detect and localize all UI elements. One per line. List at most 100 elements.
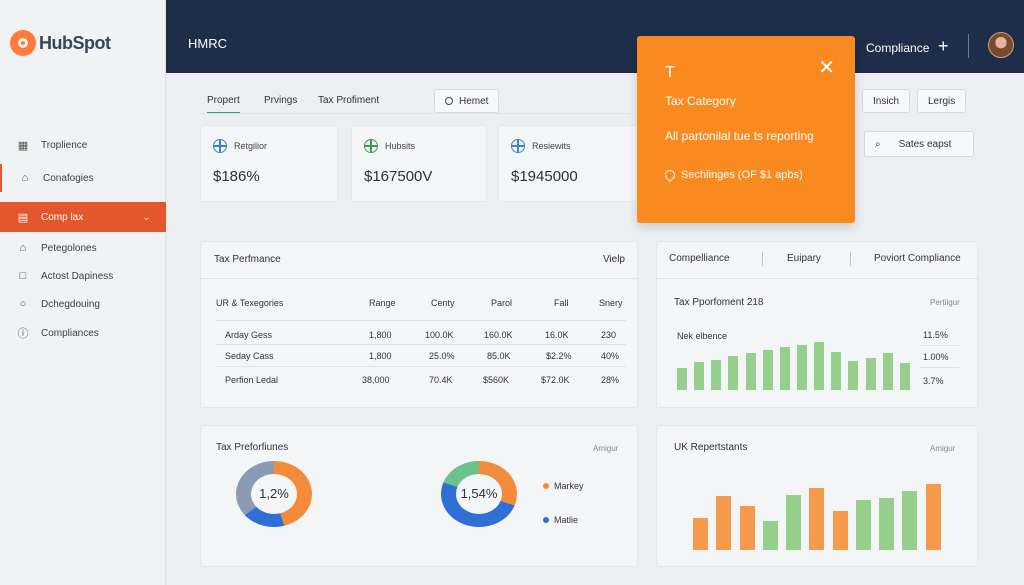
kpi-value: $167500V: [364, 168, 433, 185]
uk-bar: [809, 488, 824, 550]
tab-propert[interactable]: Propert: [207, 95, 240, 114]
panel-title: Tax Preforfiunes: [216, 442, 289, 453]
divider: [201, 278, 639, 279]
table-cell: Seday Cass: [225, 351, 274, 361]
divider: [657, 278, 979, 279]
sidebar-item-petegolones[interactable]: ⌂ Petegolones: [0, 234, 166, 262]
sidebar-item-label: Dchegdouing: [41, 298, 100, 310]
globe-icon: [213, 139, 227, 153]
uk-bar: [786, 495, 801, 550]
uk-bar: [693, 518, 708, 550]
sidebar-item-troplience[interactable]: ▦ Troplience: [0, 131, 166, 159]
sidebar-item-label: Compliances: [41, 327, 99, 339]
hemet-label: Hemet: [459, 95, 489, 107]
legend-dot: [543, 483, 549, 489]
compliance-bar: [746, 353, 756, 390]
table-cell: 100.0K: [425, 330, 454, 340]
table-cell: Arday Gess: [225, 330, 273, 340]
table-cell: 16.0K: [545, 330, 569, 340]
table-title: Tax Perfmance: [214, 254, 281, 265]
hubspot-logo[interactable]: HubSpot: [10, 30, 111, 56]
donut-hole: [251, 474, 297, 514]
donut-hole: [456, 474, 502, 514]
kpi-label-row: Resiewits: [511, 139, 571, 153]
kpi-value: $186%: [213, 168, 260, 185]
divider: [216, 344, 626, 345]
close-icon[interactable]: ✕: [818, 57, 835, 79]
tax-category-popup: T ✕ Tax Category All partonilal tue ts r…: [637, 36, 855, 223]
column-header[interactable]: Parol: [491, 298, 513, 308]
stat-value: 1.00%: [923, 352, 949, 362]
popup-location-label: Sechlinges (OF $1 apbs): [681, 169, 803, 181]
table-cell: 70.4K: [429, 375, 453, 385]
table-cell: Perfion Ledal: [225, 375, 279, 385]
uk-bar: [716, 496, 731, 550]
compliance-bar: [677, 368, 687, 390]
sidebar: HubSpot ▦ Troplience ⌂ Conafogies ▤ Comp…: [0, 0, 166, 585]
globe-icon: [364, 139, 378, 153]
tab-euipary[interactable]: Euipary: [787, 253, 821, 264]
lock-icon: □: [19, 270, 27, 282]
column-header[interactable]: Range: [369, 298, 396, 308]
sidebar-item-dchegdouing[interactable]: ○ Dchegdouing: [0, 290, 166, 318]
sidebar-item-compliances[interactable]: ⓘ Compliances: [0, 319, 166, 347]
divider: [919, 367, 959, 368]
compliance-bar: [831, 352, 841, 390]
uk-bar-chart: [693, 466, 949, 550]
kpi-label-row: Retgilior: [213, 139, 267, 153]
tax-performance-card: Tax Perfmance Vielp UR & Texegories Rang…: [200, 241, 639, 408]
kpi-card-hubsits[interactable]: Hubsits $167500V: [351, 125, 487, 202]
insich-button[interactable]: Insich: [862, 89, 911, 113]
uk-bar: [740, 506, 755, 550]
table-cell: 85.0K: [487, 351, 511, 361]
header-divider: [968, 34, 969, 58]
help-link[interactable]: Vielp: [602, 254, 625, 265]
popup-description: All partonilal tue ts reporting: [665, 129, 814, 143]
donut-label: 1,2%: [259, 486, 289, 501]
bank-icon: ⌂: [19, 242, 27, 254]
tab-prvings[interactable]: Prvings: [264, 95, 298, 106]
popup-location[interactable]: Sechlinges (OF $1 apbs): [662, 167, 803, 183]
kpi-card-resiewits[interactable]: Resiewits $1945000: [498, 125, 638, 202]
sidebar-item-label: Comp lax: [41, 211, 84, 223]
donut-label: 1,54%: [460, 486, 498, 501]
table-cell: 28%: [601, 375, 620, 385]
column-header[interactable]: Snery: [599, 298, 623, 308]
compliance-bar: [694, 362, 704, 390]
uk-repertstants-card: UK Repertstants Amigur: [656, 425, 978, 567]
compliance-menu[interactable]: Compliance: [866, 41, 930, 55]
legend-dot: [543, 517, 549, 523]
avatar[interactable]: [988, 32, 1014, 58]
hemet-button[interactable]: Hemet: [434, 89, 500, 113]
sidebar-item-actost-dapiness[interactable]: □ Actost Dapiness: [0, 262, 166, 290]
sates-eapst-search[interactable]: ⌕ Sates eapst: [864, 131, 974, 157]
sidebar-item-label: Petegolones: [41, 242, 97, 254]
tabs-underline: [200, 113, 630, 114]
top-header: HMRC Compliance +: [166, 0, 1024, 73]
column-header[interactable]: UR & Texegories: [216, 298, 284, 308]
divider: [919, 345, 959, 346]
column-header[interactable]: Fall: [554, 298, 569, 308]
divider: [850, 252, 851, 266]
column-header[interactable]: Centy: [431, 298, 455, 308]
tab-tax-profiment[interactable]: Tax Profiment: [318, 95, 380, 106]
chat-icon: ○: [19, 298, 27, 310]
add-button[interactable]: +: [938, 36, 949, 56]
legend-label: Markey: [554, 481, 584, 491]
compliance-bar: [763, 350, 773, 390]
sidebar-item-comp-lax[interactable]: ▤ Comp lax ⌄: [0, 202, 166, 232]
table-cell: $2.2%: [546, 351, 572, 361]
compliance-bar: [900, 363, 910, 390]
lergis-button[interactable]: Lergis: [917, 89, 967, 113]
kpi-card-retgilior[interactable]: Retgilior $186%: [200, 125, 338, 202]
table-cell: 160.0K: [484, 330, 513, 340]
wallet-icon: ▤: [17, 211, 29, 224]
compliance-bar: [780, 347, 790, 390]
panel-aside: Pertiigur: [930, 298, 960, 307]
tab-compelliance[interactable]: Compelliance: [669, 253, 730, 264]
tax-preforfiunes-card: Tax Preforfiunes Amigur 1,2% 1,54% Marke…: [200, 425, 638, 567]
chevron-down-icon: ⌄: [142, 211, 150, 222]
tab-poviort-compliance[interactable]: Poviort Compliance: [874, 253, 961, 264]
page-title: HMRC: [188, 36, 227, 51]
sidebar-item-conafogies[interactable]: ⌂ Conafogies: [0, 164, 166, 192]
